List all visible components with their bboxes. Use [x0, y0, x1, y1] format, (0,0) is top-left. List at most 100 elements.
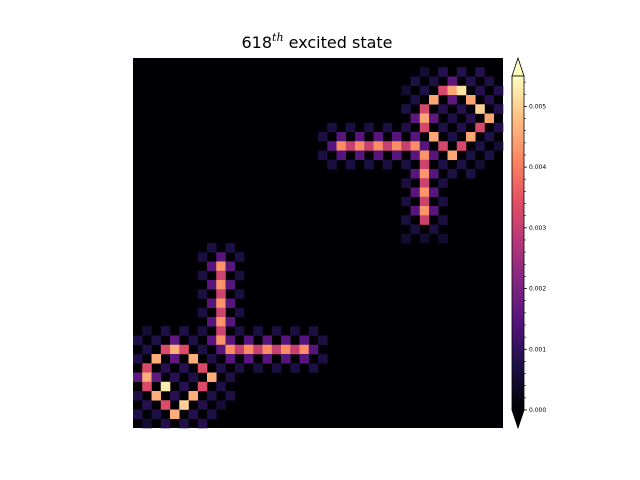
heatmap-cell — [271, 326, 282, 336]
heatmap-cell — [392, 132, 402, 142]
heatmap-cell — [179, 381, 189, 392]
heatmap-cell — [419, 141, 430, 151]
heatmap-cell — [419, 67, 430, 77]
heatmap-cell — [410, 132, 421, 142]
heatmap-cell — [308, 363, 319, 373]
heatmap-cell — [262, 335, 273, 346]
heatmap-cell — [419, 233, 430, 244]
heatmap-cell — [447, 85, 458, 96]
heatmap-cell — [438, 159, 448, 170]
heatmap-cell — [179, 418, 189, 429]
heatmap-cell — [466, 169, 476, 179]
heatmap-cell — [225, 372, 236, 383]
heatmap-cell — [216, 280, 226, 290]
heatmap-cell — [410, 187, 421, 198]
heatmap-cell — [493, 104, 504, 114]
heatmap-cell — [419, 196, 430, 207]
heatmap-cell — [466, 150, 476, 161]
heatmap-cell — [429, 206, 439, 216]
heatmap-cell — [410, 169, 421, 179]
heatmap-cell — [234, 289, 245, 299]
heatmap-cell — [197, 289, 208, 299]
heatmap-cell — [207, 372, 217, 383]
heatmap-cell — [456, 141, 467, 151]
colorbar-extend-min — [511, 409, 525, 430]
title-suffix: excited state — [284, 33, 393, 52]
heatmap-cell — [225, 317, 236, 327]
heatmap-cell — [401, 215, 411, 225]
heatmap-cell — [225, 243, 236, 253]
heatmap-cell — [410, 76, 421, 87]
heatmap-cell — [456, 122, 467, 133]
heatmap-cell — [262, 354, 273, 364]
heatmap-cell — [355, 141, 365, 151]
heatmap-cell — [207, 261, 217, 272]
heatmap-cell — [299, 335, 310, 346]
heatmap-cell — [253, 326, 263, 336]
heatmap-cell — [429, 169, 439, 179]
heatmap-cell — [207, 409, 217, 420]
heatmap-cell — [290, 363, 300, 373]
heatmap-cell — [308, 326, 319, 336]
heatmap-cell — [456, 85, 467, 96]
colorbar-tick-label: 0.003 — [529, 225, 546, 232]
heatmap-cell — [197, 326, 208, 336]
heatmap-cell — [429, 132, 439, 142]
heatmap-cell — [447, 150, 458, 161]
heatmap-cell — [133, 409, 143, 420]
heatmap-cell — [429, 95, 439, 105]
heatmap-cell — [419, 113, 430, 124]
heatmap-cell — [197, 252, 208, 262]
heatmap-cell — [419, 187, 430, 198]
heatmap-cell — [345, 141, 356, 151]
colorbar-tick-label: 0.000 — [529, 407, 546, 414]
heatmap-cell — [197, 344, 208, 355]
heatmap-cell — [410, 150, 421, 161]
heatmap-cell — [456, 104, 467, 114]
heatmap-cell — [197, 381, 208, 392]
heatmap-cell — [133, 354, 143, 364]
heatmap-cell — [253, 363, 263, 373]
colorbar-tick-label: 0.005 — [529, 103, 546, 110]
heatmap-cell — [216, 335, 226, 346]
heatmap-cell — [188, 372, 199, 383]
heatmap-cell — [475, 141, 485, 151]
heatmap-cell — [216, 381, 226, 392]
heatmap-cell — [364, 122, 374, 133]
heatmap-cell — [401, 141, 411, 151]
heatmap-cell — [216, 270, 226, 281]
heatmap-cell — [142, 363, 152, 373]
heatmap-cell — [327, 141, 337, 151]
heatmap-cell — [133, 391, 143, 401]
chart-title: 618th excited state — [241, 31, 392, 52]
heatmap-cell — [170, 335, 180, 346]
heatmap-cell — [225, 354, 236, 364]
heatmap-cell — [336, 141, 347, 151]
heatmap-cell — [197, 270, 208, 281]
heatmap-cell — [484, 132, 495, 142]
heatmap-cell — [160, 326, 171, 336]
heatmap-cell — [438, 215, 448, 225]
heatmap-cell — [438, 104, 448, 114]
heatmap-cell — [225, 261, 236, 272]
heatmap-cell — [244, 354, 254, 364]
heatmap-cell — [438, 196, 448, 207]
heatmap-cell — [179, 363, 189, 373]
heatmap-cell — [290, 326, 300, 336]
heatmap-cell — [262, 344, 273, 355]
heatmap-cell — [281, 354, 291, 364]
heatmap-cell — [429, 150, 439, 161]
heatmap-cell — [308, 344, 319, 355]
heatmap-cell — [151, 354, 162, 364]
heatmap-cell — [216, 289, 226, 299]
heatmap-cell — [345, 159, 356, 170]
heatmap-cell — [447, 169, 458, 179]
heatmap-cell — [188, 335, 199, 346]
heatmap-cell — [327, 122, 337, 133]
heatmap-cell — [484, 113, 495, 124]
colorbar-tick-label: 0.001 — [529, 346, 546, 353]
heatmap-cell — [410, 141, 421, 151]
heatmap-cell — [244, 344, 254, 355]
heatmap-cell — [197, 363, 208, 373]
heatmap-cell — [466, 76, 476, 87]
